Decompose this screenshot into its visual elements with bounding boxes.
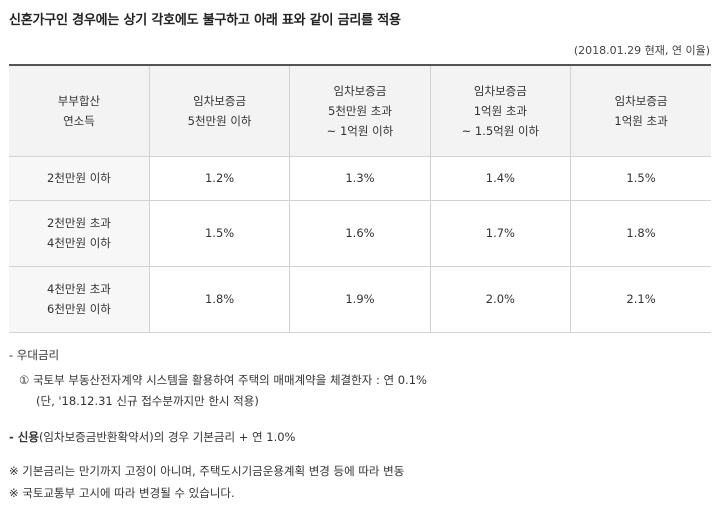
column-header-line: 1억원 초과: [614, 113, 668, 128]
row-header-line: 6천만원 이하: [47, 302, 111, 316]
column-header-line: 임차보증금: [473, 83, 527, 98]
rate-cell: 1.2%: [148, 155, 291, 201]
rate-cell: 1.5%: [570, 155, 711, 201]
table-header-row: 부부합산 연소득 임차보증금 5천만원 이하 임차보증금 5천만원 초과 ~ 1…: [9, 64, 711, 157]
table-row: 2천만원 초과 4천만원 이하 1.5% 1.6% 1.7% 1.8%: [9, 199, 711, 267]
intro-heading: 신혼가구인 경우에는 상기 각호에도 불구하고 아래 표와 같이 금리를 적용: [9, 13, 401, 28]
remark-fixed-rate: ※ 기본금리는 만기까지 고정이 아니며, 주택도시기금운용계획 변경 등에 따…: [9, 464, 405, 478]
table-row: 4천만원 초과 6천만원 이하 1.8% 1.9% 2.0% 2.1%: [9, 265, 711, 333]
rate-cell: 1.9%: [289, 265, 431, 333]
preferential-rate-title: - 우대금리: [9, 348, 60, 362]
row-header: 2천만원 초과 4천만원 이하: [9, 199, 150, 267]
credit-rate-line: - 신용(임차보증금반환확약서)의 경우 기본금리 + 연 1.0%: [9, 429, 295, 445]
corner-header-line: 연소득: [63, 113, 95, 128]
row-header: 2천만원 이하: [9, 155, 150, 201]
column-header-line: 5천만원 초과: [328, 103, 392, 118]
row-header: 4천만원 초과 6천만원 이하: [9, 265, 150, 333]
rate-cell: 1.8%: [148, 265, 291, 333]
rate-cell: 1.7%: [429, 199, 572, 267]
table-row: 2천만원 이하 1.2% 1.3% 1.4% 1.5%: [9, 155, 711, 201]
rate-cell: 1.3%: [289, 155, 431, 201]
rate-cell: 1.4%: [429, 155, 572, 201]
rate-cell: 1.8%: [570, 199, 711, 267]
column-header: 임차보증금 5천만원 초과 ~ 1억원 이하: [289, 64, 431, 157]
rate-cell: 2.0%: [429, 265, 572, 333]
column-header-line: ~ 1.5억원 이하: [461, 123, 540, 138]
column-header-line: 5천만원 이하: [187, 113, 252, 128]
rate-cell: 1.5%: [148, 199, 291, 267]
credit-rate-label: - 신용: [9, 430, 39, 444]
preferential-rate-item: ① 국토부 부동산전자계약 시스템을 활용하여 주택의 매매계약을 체결한자 :…: [19, 373, 427, 387]
column-header-line: ~ 1억원 이하: [326, 123, 394, 138]
rate-cell: 2.1%: [570, 265, 711, 333]
credit-rate-text: (임차보증금반환확약서)의 경우 기본금리 + 연 1.0%: [38, 430, 296, 444]
corner-header-line: 부부합산: [57, 93, 101, 108]
remark-notice: ※ 국토교통부 고시에 따라 변경될 수 있습니다.: [9, 486, 235, 500]
column-header: 임차보증금 1억원 초과 ~ 1.5억원 이하: [429, 64, 572, 157]
row-header-line: 4천만원 초과: [47, 282, 111, 296]
rate-cell: 1.6%: [289, 199, 431, 267]
column-header-line: 1억원 초과: [473, 103, 528, 118]
row-header-line: 4천만원 이하: [47, 236, 111, 250]
column-header: 임차보증금 5천만원 이하: [148, 64, 291, 157]
row-header-line: 2천만원 이하: [47, 171, 111, 185]
column-header-line: 임차보증금: [333, 83, 387, 98]
column-header-line: 임차보증금: [614, 93, 668, 108]
column-header: 임차보증금 1억원 초과: [570, 64, 711, 157]
column-header-line: 임차보증금: [193, 93, 247, 108]
row-header-line: 2천만원 초과: [47, 216, 111, 230]
corner-header: 부부합산 연소득: [9, 64, 150, 157]
interest-rate-table: 부부합산 연소득 임차보증금 5천만원 이하 임차보증금 5천만원 초과 ~ 1…: [9, 64, 711, 333]
basis-note: (2018.01.29 현재, 연 이율): [573, 44, 710, 57]
preferential-rate-condition: (단, '18.12.31 신규 접수분까지만 한시 적용): [36, 394, 259, 408]
